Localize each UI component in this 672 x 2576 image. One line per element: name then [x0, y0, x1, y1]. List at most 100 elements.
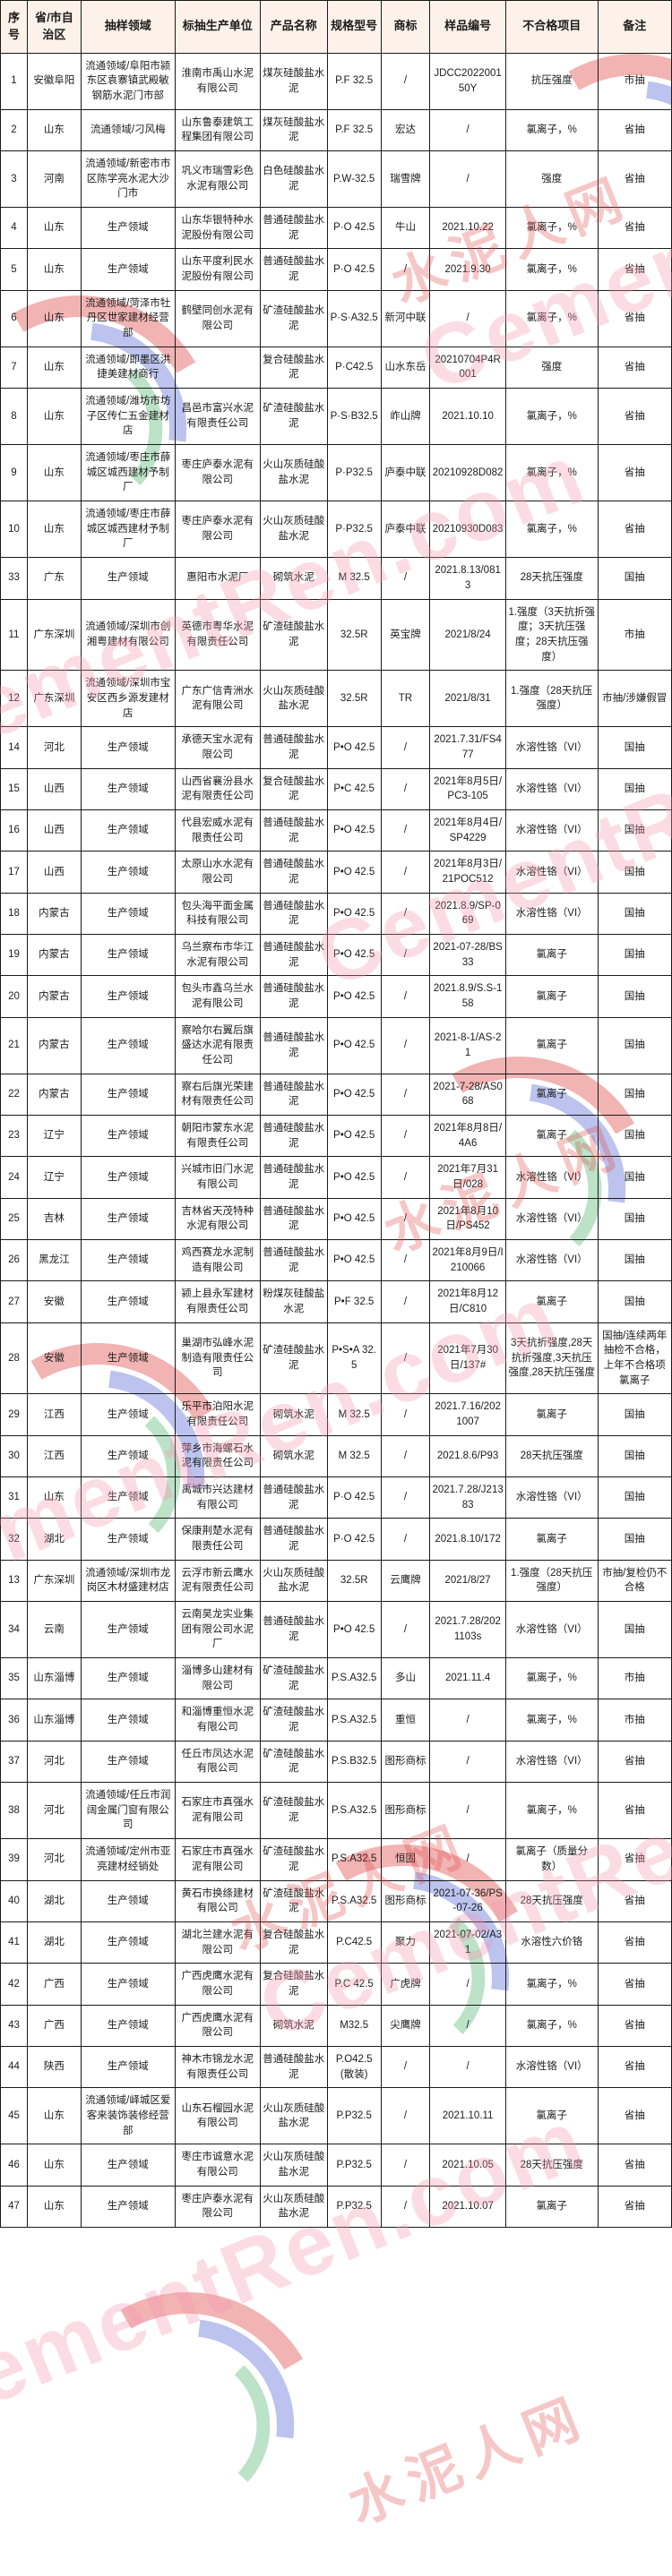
table-cell: 45 — [0, 2087, 28, 2145]
table-cell: 山东石榴园水泥有限公司 — [174, 2087, 261, 2145]
table-cell: 山东淄博 — [26, 1699, 82, 1742]
table-cell: 生产领域 — [80, 1699, 176, 1742]
table-cell: / — [380, 52, 431, 110]
table-cell: 2021/8/31 — [429, 670, 506, 728]
table-cell: 生产领域 — [80, 851, 176, 894]
table-row: 38 河北 流通领域/任丘市润阔金属门窗有限公司 石家庄市真强水泥有限公司 矿渣硅酸盐水… — [0, 1782, 672, 1840]
table-cell: 47 — [0, 2185, 28, 2228]
column-header: 标抽生产单位 — [174, 0, 261, 54]
table-cell: 20210930D083 — [429, 501, 506, 559]
column-header: 不合格项目 — [504, 0, 599, 54]
table-cell: / — [380, 1073, 431, 1116]
table-row: 4 山东 生产领域 山东华银特种水泥股份有限公司 普通硅酸盐水泥 P·O 42.5 牛山 20… — [0, 207, 672, 250]
table-cell: 兴城市旧门水泥有限公司 — [174, 1156, 261, 1199]
table-cell: 内蒙古 — [26, 892, 82, 935]
table-cell: 生产领域 — [80, 207, 176, 250]
table-cell: 7 — [0, 346, 28, 389]
table-cell: 流通领域/即墨区洪捷美建材商行 — [80, 346, 176, 389]
table-cell: 山东 — [26, 346, 82, 389]
table-cell: 山东 — [26, 501, 82, 559]
table-cell: / — [380, 1238, 431, 1282]
table-row: 23 辽宁 生产领域 朝阳市蒙东水泥有限责任公司 普通硅酸盐水泥 P•O 42.5/202… — [0, 1114, 672, 1158]
table-cell: / — [380, 851, 431, 894]
table-cell: P.F 32.5 — [326, 108, 382, 152]
table-cell: 昌邑市富兴水泥有限责任公司 — [174, 388, 261, 446]
table-cell: 矿渣硅酸盐水泥 — [259, 388, 328, 446]
table-cell: P·S·B32.5 — [326, 388, 382, 446]
table-cell: / — [380, 767, 431, 810]
table-cell: 氯离子，% — [504, 2004, 599, 2047]
table-cell: 2021年8月8日/4A6 — [429, 1114, 506, 1158]
table-cell: / — [380, 1601, 431, 1659]
table-cell: 多山 — [380, 1657, 431, 1700]
table-row: 9 山东 流通领域/枣庄市薛城区城西建材予制厂 枣庄庐泰水泥有限公司 火山灰质硅酸盐水泥… — [0, 444, 672, 502]
table-cell: 复合硅酸盐水泥 — [259, 1921, 328, 1964]
table-cell: 28天抗压强度 — [504, 2144, 599, 2187]
table-cell: 省抽 — [597, 444, 672, 502]
table-cell: 2021.8.9/S.S-158 — [429, 975, 506, 1018]
watermark: 水泥人网 — [335, 2374, 597, 2540]
table-cell: 庐泰中联 — [380, 444, 431, 502]
table-cell: 氯离子，% — [504, 1657, 599, 1700]
table-cell: 32.5R — [326, 598, 382, 672]
table-cell: 国抽 — [597, 767, 672, 810]
table-cell: 广东深圳 — [26, 1559, 82, 1603]
table-cell: 山东 — [26, 108, 82, 152]
table-cell: 19 — [0, 933, 28, 977]
table-cell: / — [380, 248, 431, 291]
table-cell: 生产领域 — [80, 2185, 176, 2228]
table-cell: P·O 42.5 — [326, 248, 382, 291]
table-cell: 国抽 — [597, 1518, 672, 1561]
table-cell: 火山灰质硅酸盐水泥 — [259, 1559, 328, 1603]
table-cell: P·O 42.5 — [326, 207, 382, 250]
table-cell: 2021.10.10 — [429, 388, 506, 446]
table-cell: / — [429, 2004, 506, 2047]
table-cell: 2021.8.10/172 — [429, 1518, 506, 1561]
table-cell: 淮南市禹山水泥有限公司 — [174, 52, 261, 110]
table-cell: 矿渣硅酸盐水泥 — [259, 1699, 328, 1742]
table-cell: 39 — [0, 1838, 28, 1881]
table-cell: 1.强度（28天抗压强度） — [504, 670, 599, 728]
table-cell: 30 — [0, 1434, 28, 1478]
table-cell: 生产领域 — [80, 1518, 176, 1561]
table-cell: 山东 — [26, 2087, 82, 2145]
table-row: 17 山西 生产领域 太原山水水泥有限公司 普通硅酸盐水泥 P•O 42.5/2021年8… — [0, 851, 672, 894]
table-cell: 市抽 — [597, 598, 672, 672]
table-cell: 生产领域 — [80, 1280, 176, 1323]
table-body: 1 安徽阜阳 流通领域/阜阳市颍东区袁寨镇武殿敏钢筋水泥门市部 淮南市禹山水泥有限公司… — [0, 52, 672, 2228]
table-cell: / — [380, 975, 431, 1018]
column-header: 省/市自治区 — [26, 0, 82, 54]
table-cell: 水溶性铬（VI） — [504, 809, 599, 852]
table-cell: 2021-8-1/AS-21 — [429, 1016, 506, 1074]
table-cell: 国抽 — [597, 1114, 672, 1158]
table-cell: 聚力 — [380, 1921, 431, 1964]
table-cell: 氯离子，% — [504, 1963, 599, 2006]
table-row: 13 广东深圳 流通领域/深圳市龙岗区木材盛建材店 云浮市新云鹰水泥有限责任公司 火山灰… — [0, 1559, 672, 1603]
table-cell: 氯离子 — [504, 1016, 599, 1074]
table-cell: 生产领域 — [80, 726, 176, 769]
table-cell: 生产领域 — [80, 1601, 176, 1659]
table-cell: 瑞雪牌 — [380, 150, 431, 209]
table-cell: 火山灰质硅酸盐水泥 — [259, 2087, 328, 2145]
table-row: 6 山东 流通领域/菏泽市牡丹区世家建材经营部 鹤壁同创水泥有限公司 矿渣硅酸盐水泥 P·… — [0, 289, 672, 347]
table-row: 31 山东 生产领域 禹城市兴达建材有限公司 普通硅酸盐水泥 P·O 42.5/2021.… — [0, 1476, 672, 1519]
table-row: 11 广东深圳 流通领域/深圳市创湘粤建材有限公司 英德市粤华水泥有限责任公司 矿渣硅酸… — [0, 598, 672, 672]
table-cell: 云鹰牌 — [380, 1559, 431, 1603]
table-cell: 保康荆楚水泥有限责任公司 — [174, 1518, 261, 1561]
table-cell: / — [380, 2185, 431, 2228]
table-cell: 2021年8月12日/C810 — [429, 1280, 506, 1323]
table-cell: 火山灰质硅酸盐水泥 — [259, 2144, 328, 2187]
table-cell: 矿渣硅酸盐水泥 — [259, 1322, 328, 1395]
column-header: 产品名称 — [259, 0, 328, 54]
table-cell: 生产领域 — [80, 1156, 176, 1199]
table-cell: 山东 — [26, 207, 82, 250]
table-row: 26 黑龙江 生产领域 鸡西赛龙水泥制造有限公司 普通硅酸盐水泥 P•O 42.5/202… — [0, 1238, 672, 1282]
table-cell: 普通硅酸盐水泥 — [259, 2045, 328, 2089]
table-cell: 2 — [0, 108, 28, 152]
table-cell: 乐平市泊阳水泥有限责任公司 — [174, 1393, 261, 1436]
table-cell: 2021-07-28/BS33 — [429, 933, 506, 977]
table-cell: 32.5R — [326, 1559, 382, 1603]
table-cell: 生产领域 — [80, 1963, 176, 2006]
table-cell: P·O 42.5 — [326, 1518, 382, 1561]
table-cell: 普通硅酸盐水泥 — [259, 892, 328, 935]
